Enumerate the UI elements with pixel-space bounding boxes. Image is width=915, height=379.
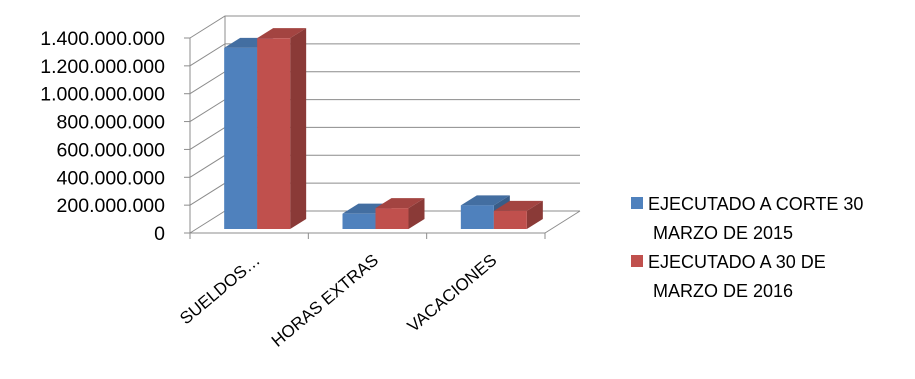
bars: [224, 28, 543, 229]
bar-top: [375, 198, 425, 209]
bar-top: [257, 28, 307, 39]
bar-front: [460, 205, 494, 229]
bar-top: [460, 195, 510, 206]
bar-side: [290, 28, 307, 229]
x-tick-label: SUELDOS…: [176, 251, 263, 329]
gridline: [189, 15, 580, 39]
x-tick-label: HORAS EXTRAS: [268, 251, 382, 351]
bar: [375, 198, 425, 229]
y-tick-label: 0: [154, 223, 165, 245]
bar-side: [408, 198, 425, 229]
legend-label: EJECUTADO A CORTE 30: [648, 194, 863, 214]
legend-swatch: [631, 197, 643, 209]
bar-front: [257, 38, 291, 229]
y-tick-label: 1.400.000.000: [40, 28, 165, 50]
legend: EJECUTADO A CORTE 30 MARZO DE 2015 EJECUTA…: [631, 194, 863, 301]
bar-top: [493, 200, 543, 211]
bar-front: [342, 213, 376, 229]
y-tick-label: 400.000.000: [57, 167, 166, 189]
bar-side: [526, 200, 543, 229]
y-tick-labels: 0 200.000.000 400.000.000 600.000.000 800.00…: [40, 28, 165, 245]
y-tick-label: 1.200.000.000: [40, 56, 165, 78]
legend-label: EJECUTADO A 30 DE: [648, 252, 826, 272]
x-tick-label: VACACIONES: [404, 251, 501, 336]
y-tick-label: 200.000.000: [57, 195, 166, 217]
legend-label: MARZO DE 2016: [653, 281, 793, 301]
floor-right-edge: [544, 210, 581, 234]
y-tick-label: 600.000.000: [57, 139, 166, 161]
bar-front: [493, 210, 527, 229]
bar-front: [224, 47, 258, 229]
x-tick-labels: SUELDOS… HORAS EXTRAS VACACIONES: [176, 251, 500, 351]
bar: [257, 28, 307, 229]
bar-front: [375, 208, 409, 229]
legend-swatch: [631, 255, 643, 267]
legend-label: MARZO DE 2015: [653, 223, 793, 243]
bar: [493, 200, 543, 229]
y-tick-label: 800.000.000: [57, 112, 166, 134]
y-tick-label: 1.000.000.000: [40, 84, 165, 106]
